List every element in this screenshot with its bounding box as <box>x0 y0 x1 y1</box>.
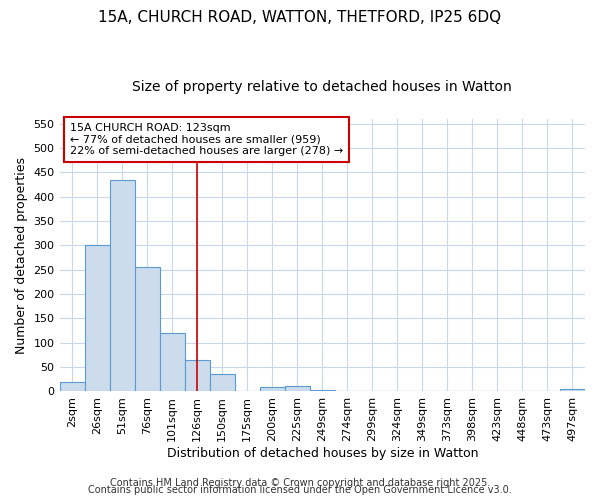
Bar <box>110 180 134 392</box>
Bar <box>285 386 310 392</box>
Y-axis label: Number of detached properties: Number of detached properties <box>15 156 28 354</box>
X-axis label: Distribution of detached houses by size in Watton: Distribution of detached houses by size … <box>167 447 478 460</box>
Bar <box>310 390 335 392</box>
Title: Size of property relative to detached houses in Watton: Size of property relative to detached ho… <box>133 80 512 94</box>
Text: Contains HM Land Registry data © Crown copyright and database right 2025.: Contains HM Land Registry data © Crown c… <box>110 478 490 488</box>
Text: Contains public sector information licensed under the Open Government Licence v3: Contains public sector information licen… <box>88 485 512 495</box>
Bar <box>134 268 160 392</box>
Bar <box>209 374 235 392</box>
Bar <box>59 382 85 392</box>
Bar <box>185 360 209 392</box>
Bar <box>260 386 285 392</box>
Bar <box>85 246 110 392</box>
Bar <box>560 389 585 392</box>
Bar <box>160 333 185 392</box>
Text: 15A, CHURCH ROAD, WATTON, THETFORD, IP25 6DQ: 15A, CHURCH ROAD, WATTON, THETFORD, IP25… <box>98 10 502 25</box>
Text: 15A CHURCH ROAD: 123sqm
← 77% of detached houses are smaller (959)
22% of semi-d: 15A CHURCH ROAD: 123sqm ← 77% of detache… <box>70 123 343 156</box>
